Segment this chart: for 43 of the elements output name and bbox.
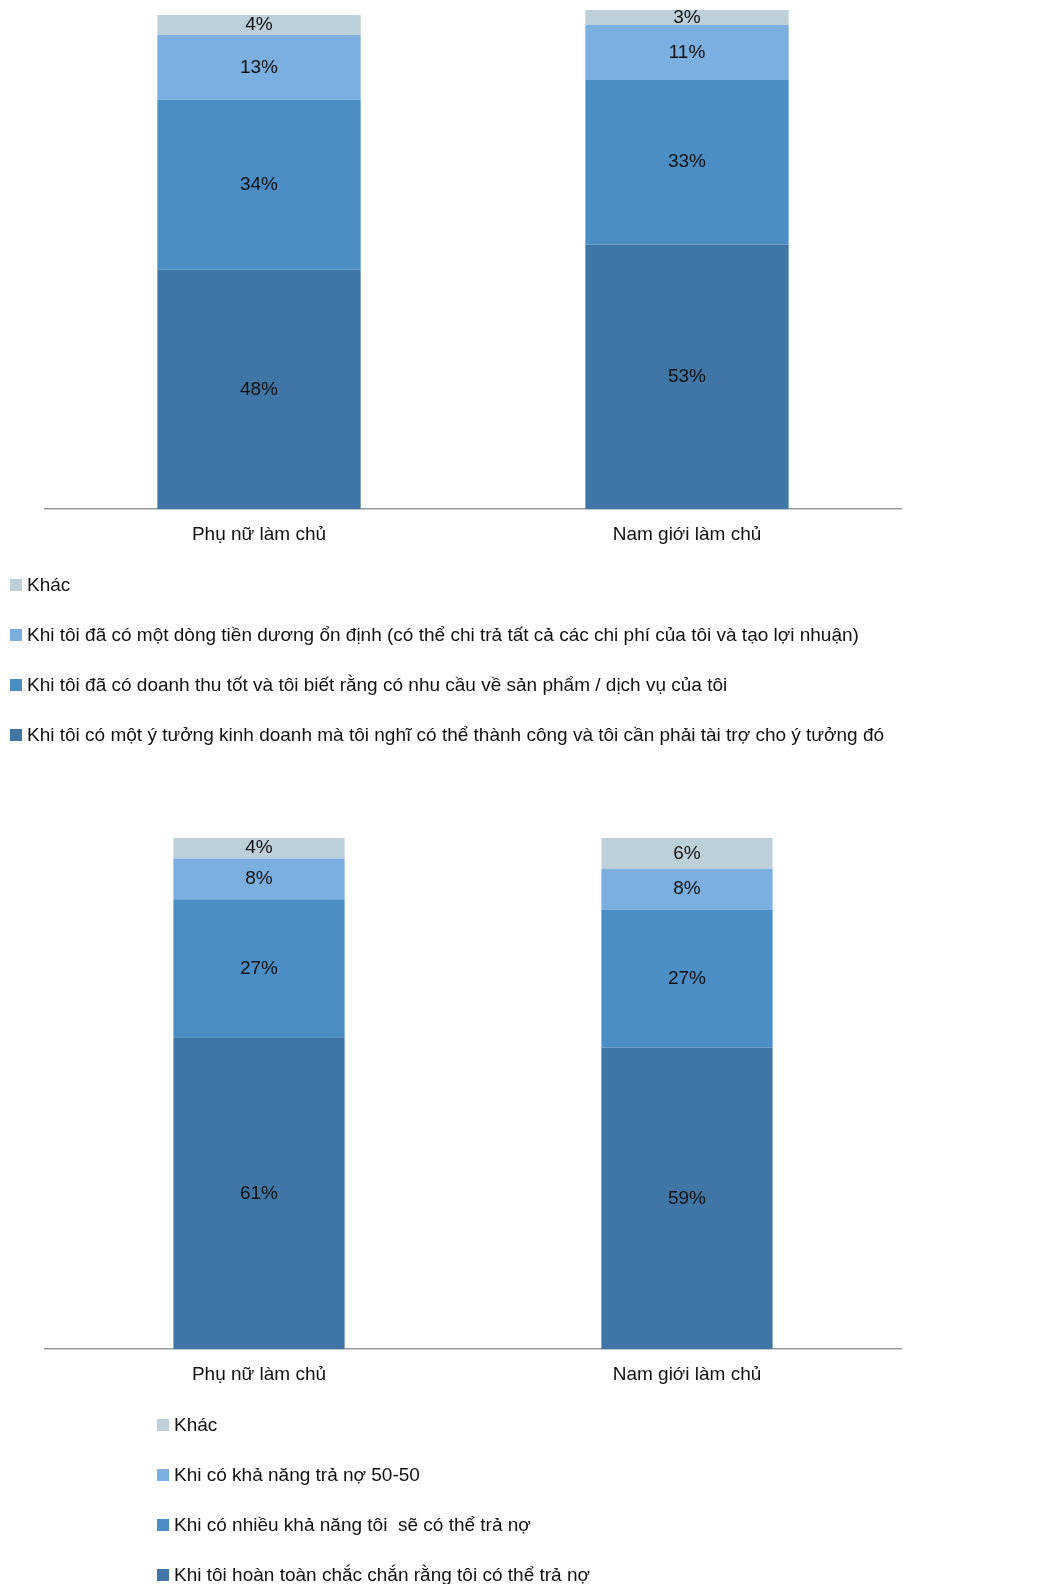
bar — [157, 34, 361, 100]
bar — [585, 24, 789, 80]
bar — [157, 99, 361, 270]
x-tick-label: Phụ nữ làm chủ — [191, 522, 327, 544]
bar — [585, 10, 789, 25]
data-label: 27% — [239, 956, 279, 978]
data-label: 8% — [245, 867, 273, 889]
data-label: 59% — [667, 1186, 707, 1208]
x-tick-label: Nam giới làm chủ — [612, 1362, 762, 1384]
x-tick-label: Phụ nữ làm chủ — [191, 1362, 327, 1384]
legend-label: Khi có khả năng trả nợ 50-50 — [174, 1464, 420, 1486]
data-label: 13% — [239, 55, 279, 77]
legend-label: Khi tôi có một ý tưởng kinh doanh mà tôi nghĩ có thể thành công và tôi cần phải tài trợ cho ý tưởng đó — [27, 724, 885, 746]
data-label: 3% — [673, 5, 701, 27]
bar — [173, 1037, 345, 1350]
bar — [157, 14, 361, 35]
legend-label: Khi có nhiều khả năng tôi sẽ có thể trả nợ — [174, 1514, 531, 1536]
data-label: 34% — [239, 172, 279, 194]
bar — [601, 838, 773, 869]
bar — [173, 899, 345, 1038]
data-label: 53% — [667, 365, 707, 387]
bar — [173, 858, 345, 900]
bar — [585, 79, 789, 245]
data-label: 33% — [667, 150, 707, 172]
data-label: 4% — [245, 836, 273, 858]
data-label: 11% — [668, 40, 706, 62]
legend-label: Khác — [27, 574, 71, 596]
bar — [173, 838, 345, 859]
bar — [157, 269, 361, 510]
legend-label: Khác — [174, 1414, 218, 1436]
data-label: 8% — [673, 877, 701, 899]
x-tick-label: Nam giới làm chủ — [612, 522, 762, 544]
data-label: 27% — [667, 966, 707, 988]
bar — [585, 244, 789, 510]
data-label: 48% — [239, 377, 279, 399]
bar — [601, 909, 773, 1048]
legend-label: Khi tôi đã có doanh thu tốt và tôi biết rằng có nhu cầu về sản phẩm / dịch vụ của tôi — [27, 674, 728, 696]
data-label: 4% — [245, 13, 273, 35]
legend-label: Khi tôi đã có một dòng tiền dương ổn định (có thể chi trả tất cả các chi phí của tôi và tạo lợi nhuận) — [27, 624, 859, 646]
data-label: 6% — [673, 841, 701, 863]
bar — [601, 868, 773, 910]
data-label: 61% — [239, 1181, 279, 1203]
bar — [601, 1047, 773, 1350]
